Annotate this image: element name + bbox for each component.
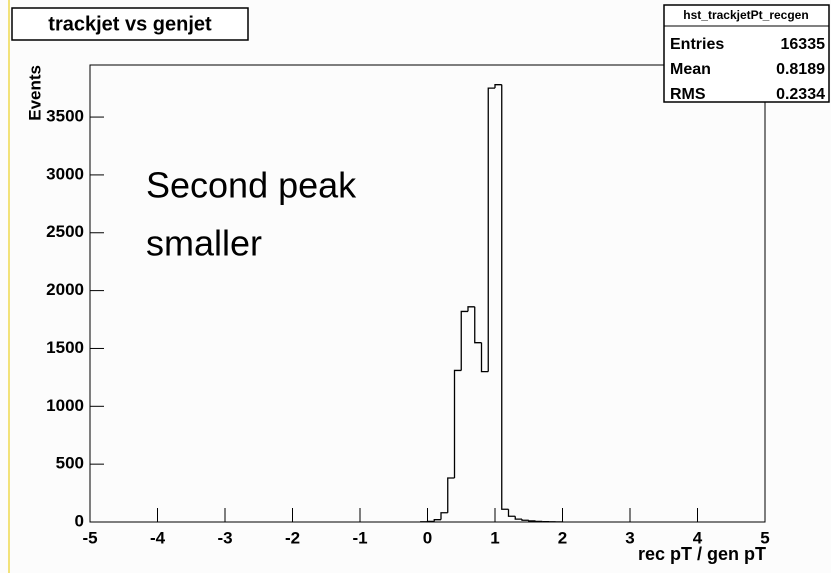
histogram-bin [487,87,495,372]
x-tick-label: -2 [285,528,300,547]
histogram-bin [480,342,489,373]
y-tick-label: 1500 [46,338,84,357]
title-box [11,7,249,41]
x-tick-label: 2 [558,528,567,547]
stats-label: Entries [670,36,724,53]
histogram-bin [460,310,468,371]
stats-box [663,4,830,103]
histogram-bin [534,520,543,523]
histogram-bin [433,519,441,522]
stats-value: 0.8189 [776,61,825,78]
stats-label: Mean [670,61,711,78]
histogram-bin [440,512,448,520]
x-tick-label: -3 [217,528,232,547]
histogram-bin [521,519,529,521]
histogram-bin [514,516,522,520]
y-tick-label: 1000 [46,396,84,415]
x-tick-label: 1 [490,528,499,547]
histogram-bin [474,306,482,344]
histogram-bin [501,84,509,510]
histogram-bin [494,84,502,89]
x-tick-label: -5 [82,528,97,547]
x-tick-label: -1 [352,528,367,547]
stats-label: RMS [670,86,706,103]
histogram-bin [507,509,516,517]
x-tick-label: 0 [423,528,432,547]
y-tick-label: 2500 [46,222,84,241]
y-tick-label: 2000 [46,280,84,299]
x-tick-label: 3 [625,528,634,547]
histogram-bin [453,369,462,479]
stats-value: 0.2334 [776,86,825,103]
y-tick-label: 3500 [46,107,84,126]
stats-value: 16335 [781,36,826,53]
y-axis-label: Events [25,65,44,121]
chart-title: trackjet vs genjet [48,13,212,35]
x-axis-label: rec pT / gen pT [638,544,766,564]
annotation: Second peak [146,165,357,206]
y-tick-label: 0 [75,511,84,530]
y-tick-label: 500 [56,454,84,473]
histogram-bin [447,477,455,513]
x-tick-label: 5 [760,528,769,547]
y-tick-label: 3000 [46,164,84,183]
x-tick-label: -4 [150,528,166,547]
x-tick-label: 4 [693,528,703,547]
histogram-bin [467,306,475,312]
annotation: smaller [146,223,262,264]
stats-title: hst_trackjetPt_recgen [683,8,808,22]
histogram-bin [528,520,536,522]
